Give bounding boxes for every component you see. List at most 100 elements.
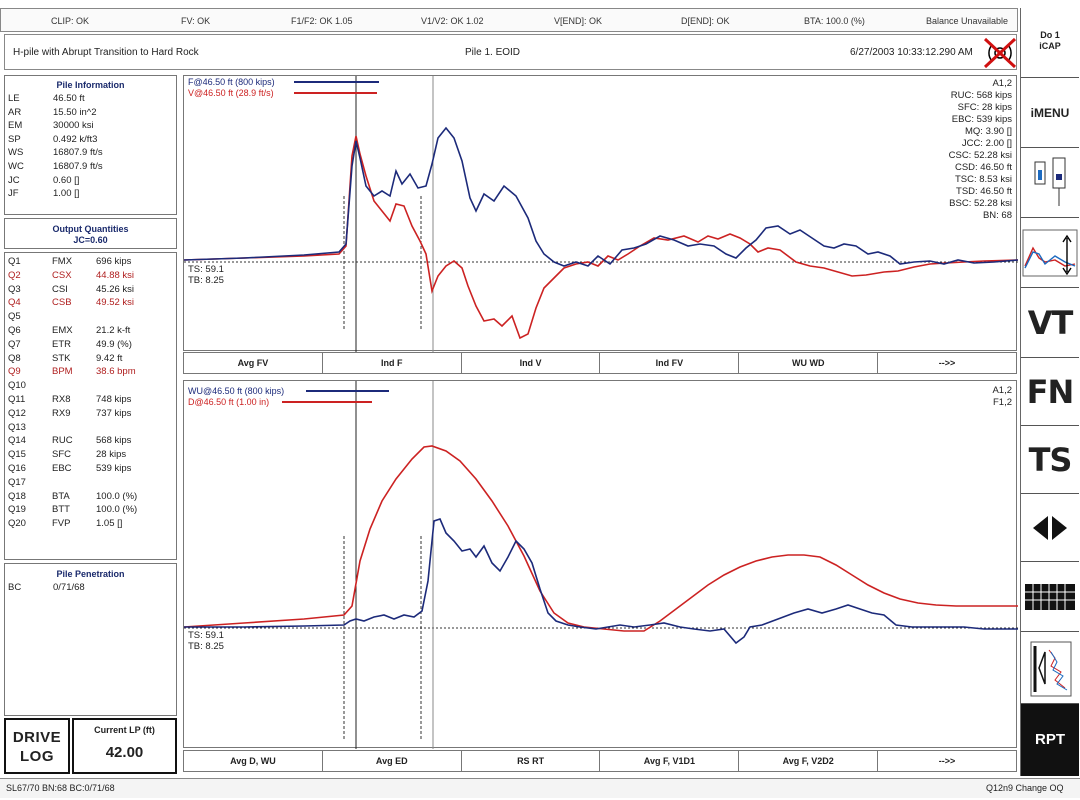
quantity-key: RUC bbox=[52, 435, 73, 447]
status-v1v2: V1/V2: OK 1.02 bbox=[421, 16, 484, 26]
output-quantity-row[interactable]: Q8 STK 9.42 ft bbox=[8, 353, 176, 367]
output-quantity-row[interactable]: Q17 bbox=[8, 477, 176, 491]
btn-ind-f[interactable]: Ind F bbox=[323, 353, 462, 373]
quantity-slot: Q13 bbox=[8, 421, 26, 433]
btn-avg-f-v2d2[interactable]: Avg F, V2D2 bbox=[739, 751, 879, 771]
pile-profile-button[interactable] bbox=[1021, 632, 1079, 704]
pile-info-row: JF 1.00 [] bbox=[8, 188, 176, 201]
waveform-button[interactable] bbox=[1021, 218, 1079, 288]
output-quantity-row[interactable]: Q13 bbox=[8, 422, 176, 436]
btn-avg-d-wu[interactable]: Avg D, WU bbox=[184, 751, 323, 771]
btn-avg-f-v1d1[interactable]: Avg F, V1D1 bbox=[600, 751, 740, 771]
quantity-slot: Q1 bbox=[8, 256, 21, 267]
btn-wu-wd[interactable]: WU WD bbox=[739, 353, 879, 373]
output-quantity-row[interactable]: Q5 bbox=[8, 311, 176, 325]
btn-ind-fv[interactable]: Ind FV bbox=[600, 353, 740, 373]
btn-avg-fv[interactable]: Avg FV bbox=[184, 353, 323, 373]
quantity-key: CSX bbox=[52, 269, 72, 281]
output-quantity-row[interactable]: Q10 bbox=[8, 380, 176, 394]
status-clip: CLIP: OK bbox=[51, 16, 90, 26]
status-bta: BTA: 100.0 (%) bbox=[804, 16, 865, 26]
quantity-key: CSB bbox=[52, 297, 72, 309]
output-quantity-row[interactable]: Q16 EBC 539 kips bbox=[8, 463, 176, 477]
vt-button[interactable]: VT bbox=[1021, 288, 1079, 358]
quantity-key: BPM bbox=[52, 366, 73, 378]
output-quantity-row[interactable]: Q15 SFC 28 kips bbox=[8, 449, 176, 463]
imenu-button[interactable]: iMENU bbox=[1021, 78, 1079, 148]
top-result-8: TSC: 8.53 ksi bbox=[954, 174, 1012, 185]
output-quantities-subtitle: JC=0.60 bbox=[73, 235, 108, 245]
btn-ind-v[interactable]: Ind V bbox=[462, 353, 601, 373]
quantity-slot: Q17 bbox=[8, 476, 26, 488]
fn-button[interactable]: FN bbox=[1021, 358, 1079, 426]
change-oq-link[interactable]: Q12n9 Change OQ bbox=[986, 783, 1064, 793]
left-right-button[interactable] bbox=[1021, 494, 1079, 562]
quantity-value: 539 kips bbox=[96, 463, 132, 474]
bottom-plot-canvas bbox=[184, 381, 1018, 749]
right-toolbar: Do 1 iCAP iMENU VT FN TS bbox=[1020, 8, 1079, 776]
legend-displacement: D@46.50 ft (1.00 in) bbox=[188, 397, 270, 407]
quantity-key: ETR bbox=[52, 338, 71, 350]
output-quantity-row[interactable]: Q18 BTA 100.0 (%) bbox=[8, 491, 176, 505]
quantity-slot: Q8 bbox=[8, 352, 21, 364]
quantity-slot: Q4 bbox=[8, 297, 21, 309]
output-quantity-row[interactable]: Q12 RX9 737 kips bbox=[8, 408, 176, 422]
top-plot-results: A1,2 RUC: 568 kips SFC: 28 kips EBC: 539… bbox=[949, 78, 1012, 222]
pile-info-key: SP bbox=[8, 133, 21, 145]
btn-bottom-next[interactable]: -->> bbox=[938, 756, 956, 766]
output-quantity-row[interactable]: Q14 RUC 568 kips bbox=[8, 435, 176, 449]
quantity-key: RX9 bbox=[52, 407, 71, 419]
status-dend: D[END]: OK bbox=[681, 16, 730, 26]
pile-info-value: 16807.9 ft/s bbox=[53, 161, 103, 172]
quantity-value: 45.26 ksi bbox=[96, 283, 135, 295]
btn-avg-ed[interactable]: Avg ED bbox=[323, 751, 462, 771]
pile-info-key: LE bbox=[8, 93, 20, 104]
output-quantity-row[interactable]: Q9 BPM 38.6 bpm bbox=[8, 366, 176, 380]
legend-force: F@46.50 ft (800 kips) bbox=[188, 77, 275, 87]
imenu-label: iMENU bbox=[1030, 106, 1070, 120]
ts-button[interactable]: TS bbox=[1021, 426, 1079, 494]
quantity-value: 49.9 (%) bbox=[96, 338, 132, 350]
quantity-slot: Q15 bbox=[8, 449, 26, 461]
do-icap-button[interactable]: Do 1 iCAP bbox=[1021, 8, 1079, 78]
quantity-slot: Q6 bbox=[8, 325, 21, 336]
status-balance: Balance Unavailable bbox=[926, 16, 1009, 26]
pile-info-value: 46.50 ft bbox=[53, 93, 85, 104]
output-quantities-title: Output Quantities bbox=[52, 224, 129, 234]
signal-off-icon[interactable] bbox=[983, 37, 1017, 69]
top-result-2: SFC: 28 kips bbox=[957, 102, 1012, 113]
pile-info-panel: Pile Information LE 46.50 ft AR 15.50 in^2 E… bbox=[4, 75, 177, 215]
output-quantity-row[interactable]: Q3 CSI 45.26 ksi bbox=[8, 284, 176, 298]
rpt-button[interactable]: RPT bbox=[1021, 704, 1079, 776]
output-quantity-row[interactable]: Q4 CSB 49.52 ksi bbox=[8, 297, 176, 311]
pile-penetration-panel: Pile Penetration BC 0/71/68 bbox=[4, 563, 177, 716]
sensor-button[interactable] bbox=[1021, 148, 1079, 218]
bottom-result-0: A1,2 bbox=[992, 385, 1012, 396]
quantity-slot: Q10 bbox=[8, 380, 26, 392]
title-bar: H-pile with Abrupt Transition to Hard Ro… bbox=[4, 34, 1017, 70]
current-lp-value: 42.00 bbox=[105, 744, 144, 761]
left-right-arrows-icon bbox=[1033, 516, 1067, 540]
output-quantity-row[interactable]: Q20 FVP 1.05 [] bbox=[8, 518, 176, 532]
output-quantity-row[interactable]: Q11 RX8 748 kips bbox=[8, 394, 176, 408]
bottom-plot-results: A1,2 F1,2 bbox=[992, 385, 1012, 409]
keyboard-button[interactable] bbox=[1021, 562, 1079, 632]
pile-info-key: WS bbox=[8, 147, 24, 159]
output-quantity-row[interactable]: Q6 EMX 21.2 k-ft bbox=[8, 325, 176, 339]
output-quantities-header: Output Quantities JC=0.60 bbox=[4, 218, 177, 249]
bottom-plot: WU@46.50 ft (800 kips) D@46.50 ft (1.00 … bbox=[183, 380, 1018, 749]
drive-log-button[interactable]: DRIVE LOG bbox=[4, 718, 70, 774]
status-vend: V[END]: OK bbox=[554, 16, 603, 26]
quantity-value: 21.2 k-ft bbox=[96, 325, 131, 336]
project-title: H-pile with Abrupt Transition to Hard Ro… bbox=[13, 47, 199, 58]
output-quantity-row[interactable]: Q7 ETR 49.9 (%) bbox=[8, 339, 176, 353]
output-quantity-row[interactable]: Q19 BTT 100.0 (%) bbox=[8, 504, 176, 518]
quantity-slot: Q5 bbox=[8, 311, 21, 323]
output-quantity-row[interactable]: Q2 CSX 44.88 ksi bbox=[8, 270, 176, 284]
btn-rs-rt[interactable]: RS RT bbox=[462, 751, 601, 771]
btn-top-next[interactable]: -->> bbox=[938, 358, 956, 368]
output-quantity-row[interactable]: Q1 FMX 696 kips bbox=[8, 256, 176, 270]
quantity-slot: Q18 bbox=[8, 490, 26, 502]
pile-info-value: 16807.9 ft/s bbox=[53, 147, 103, 159]
quantity-value: 696 kips bbox=[96, 256, 132, 267]
